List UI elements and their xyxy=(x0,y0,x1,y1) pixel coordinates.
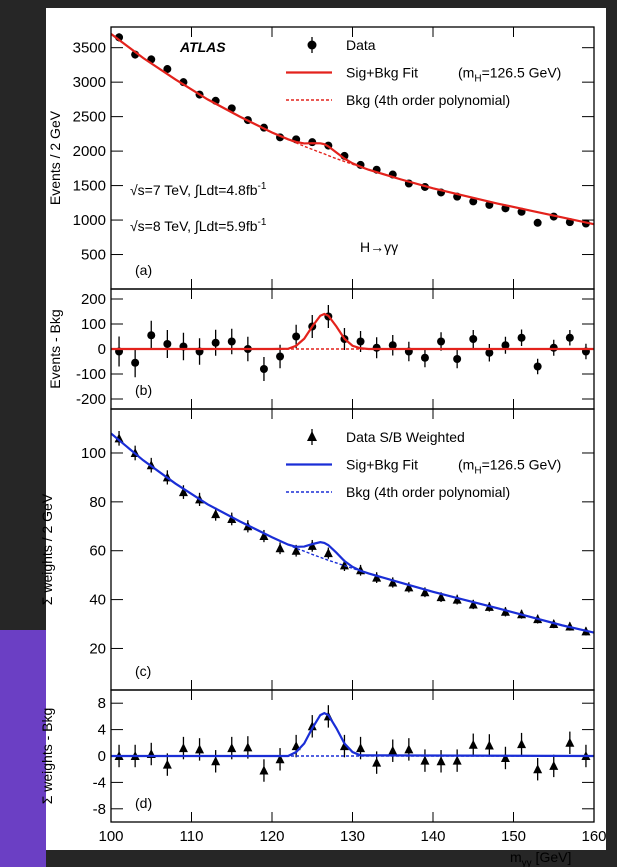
panel-label: (c) xyxy=(135,663,151,679)
y-tick-label: 4 xyxy=(98,722,106,739)
y-axis-label: Σ weights / 2 GeV xyxy=(39,493,55,605)
x-axis-label-part: m xyxy=(510,849,522,865)
energy-label: √s=8 TeV, ∫Ldt=5.9fb-1 xyxy=(130,217,267,234)
channel-label: H→γγ xyxy=(360,239,398,255)
x-tick-label: 140 xyxy=(420,828,445,845)
data-point xyxy=(373,344,381,352)
panel-label: (b) xyxy=(135,382,152,398)
page: {"chart_data": [ {"type": "errorbar", "p… xyxy=(0,0,617,867)
y-tick-label: -100 xyxy=(76,366,106,383)
y-tick-label: -200 xyxy=(76,391,106,408)
y-tick-label: 3500 xyxy=(73,40,106,57)
y-tick-label: -4 xyxy=(93,774,106,791)
x-tick-label: 100 xyxy=(98,828,123,845)
data-point xyxy=(437,338,445,346)
y-tick-label: 80 xyxy=(89,494,106,511)
y-tick-label: 1000 xyxy=(73,212,106,229)
y-tick-label: 60 xyxy=(89,543,106,560)
y-axis-label: Events / 2 GeV xyxy=(47,110,63,205)
y-tick-label: 0 xyxy=(98,341,106,358)
legend-note-part: =126.5 GeV) xyxy=(482,65,562,81)
data-point xyxy=(147,331,155,339)
x-axis-label-part: [GeV] xyxy=(532,849,572,865)
legend-note-part: H xyxy=(474,466,481,477)
legend-label: Bkg (4th order polynomial) xyxy=(346,484,510,500)
y-tick-label: 0 xyxy=(98,748,106,765)
data-point xyxy=(534,219,542,227)
data-point xyxy=(228,338,236,346)
x-tick-label: 120 xyxy=(259,828,284,845)
y-axis-label: Σ weights - Bkg xyxy=(39,708,55,805)
chart-background xyxy=(46,8,606,850)
y-tick-label: 1500 xyxy=(73,178,106,195)
y-tick-label: 20 xyxy=(89,640,106,657)
data-point xyxy=(421,354,429,362)
energy-label-part: -1 xyxy=(258,217,267,228)
y-tick-label: 2500 xyxy=(73,109,106,126)
x-tick-label: 110 xyxy=(180,828,204,845)
experiment-label: ATLAS xyxy=(179,39,226,55)
legend-label: Bkg (4th order polynomial) xyxy=(346,92,510,108)
legend-note-part: H xyxy=(474,74,481,85)
y-tick-label: -8 xyxy=(93,801,106,818)
y-tick-label: 40 xyxy=(89,592,106,609)
data-point xyxy=(131,359,139,367)
y-tick-label: 8 xyxy=(98,695,106,712)
data-point xyxy=(212,339,220,347)
chart: 500100015002000250030003500Events / 2 Ge… xyxy=(0,0,617,867)
data-point xyxy=(163,340,171,348)
panel-label: (d) xyxy=(135,795,152,811)
y-tick-label: 200 xyxy=(81,291,106,308)
data-point xyxy=(518,334,526,342)
legend-label: Data S/B Weighted xyxy=(346,429,465,445)
energy-label: √s=7 TeV, ∫Ldt=4.8fb-1 xyxy=(130,181,267,198)
y-tick-label: 100 xyxy=(81,316,106,333)
y-tick-label: 500 xyxy=(81,247,106,264)
data-point xyxy=(292,333,300,341)
legend-label: Data xyxy=(346,37,376,53)
data-point xyxy=(357,338,365,346)
energy-label-part: √s=7 TeV, ∫Ldt=4.8fb xyxy=(130,182,258,198)
data-point xyxy=(469,335,477,343)
energy-label-part: -1 xyxy=(258,181,267,192)
legend-label: Sig+Bkg Fit xyxy=(346,457,418,473)
legend-note-part: (m xyxy=(458,457,474,473)
data-point xyxy=(566,334,574,342)
legend-note-part: (m xyxy=(458,65,474,81)
x-tick-label: 150 xyxy=(501,828,526,845)
data-point xyxy=(276,353,284,361)
x-tick-label: 160 xyxy=(581,828,606,845)
y-axis-label: Events - Bkg xyxy=(47,309,63,388)
y-tick-label: 100 xyxy=(81,445,106,462)
panel-label: (a) xyxy=(135,262,152,278)
legend-note-part: =126.5 GeV) xyxy=(482,457,562,473)
y-tick-label: 2000 xyxy=(73,143,106,160)
energy-label-part: √s=8 TeV, ∫Ldt=5.9fb xyxy=(130,218,258,234)
x-tick-label: 130 xyxy=(340,828,365,845)
data-point xyxy=(550,344,558,352)
legend-label: Sig+Bkg Fit xyxy=(346,65,418,81)
x-axis-label-part: γγ xyxy=(522,858,532,867)
data-point xyxy=(260,365,268,373)
data-point xyxy=(453,355,461,363)
data-point xyxy=(534,363,542,371)
x-axis-label: mγγ [GeV] xyxy=(510,849,571,867)
legend-swatch xyxy=(308,41,317,50)
y-tick-label: 3000 xyxy=(73,74,106,91)
